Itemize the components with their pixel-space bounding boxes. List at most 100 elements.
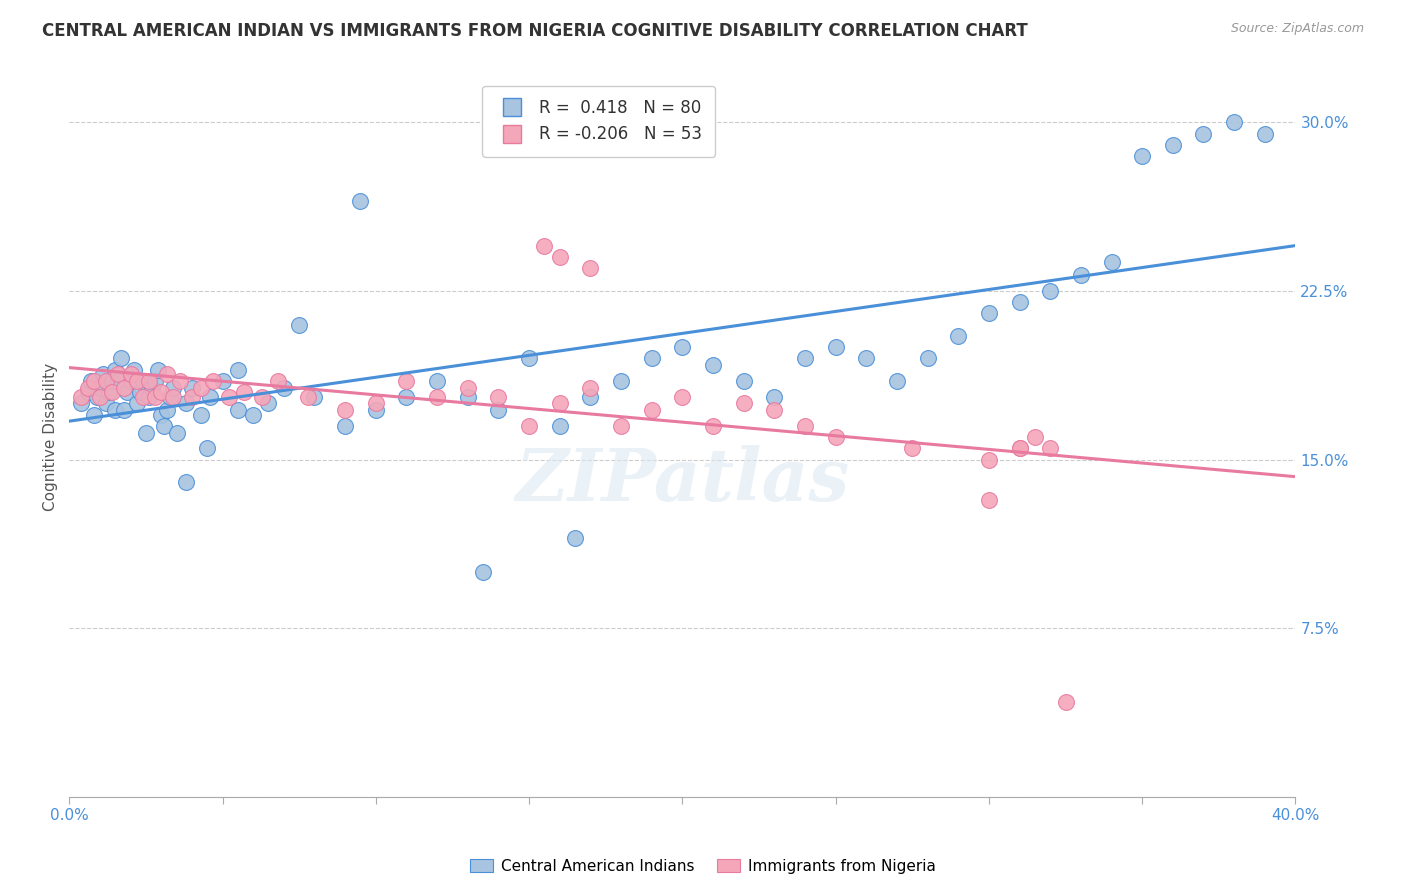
- Point: [76, 381, 98, 395]
- Point: [83, 374, 105, 388]
- Legend: Central American Indians, Immigrants from Nigeria: Central American Indians, Immigrants fro…: [464, 853, 942, 880]
- Point: [763, 403, 786, 417]
- Text: ZIPatlas: ZIPatlas: [515, 445, 849, 516]
- Point: [143, 390, 166, 404]
- Point: [138, 390, 160, 404]
- Point: [162, 390, 184, 404]
- Point: [252, 390, 274, 404]
- Point: [333, 403, 356, 417]
- Point: [610, 418, 633, 433]
- Point: [641, 403, 664, 417]
- Point: [132, 374, 155, 388]
- Point: [180, 381, 202, 395]
- Point: [122, 362, 145, 376]
- Point: [548, 396, 571, 410]
- Point: [472, 565, 495, 579]
- Point: [1101, 254, 1123, 268]
- Point: [1192, 127, 1215, 141]
- Point: [159, 390, 181, 404]
- Point: [174, 475, 197, 489]
- Point: [517, 351, 540, 366]
- Point: [364, 403, 387, 417]
- Point: [146, 362, 169, 376]
- Point: [125, 374, 148, 388]
- Point: [1008, 442, 1031, 456]
- Point: [1161, 137, 1184, 152]
- Point: [150, 385, 173, 400]
- Point: [763, 390, 786, 404]
- Point: [1254, 127, 1277, 141]
- Point: [162, 381, 184, 395]
- Point: [1130, 149, 1153, 163]
- Point: [297, 390, 319, 404]
- Point: [486, 403, 509, 417]
- Point: [948, 329, 970, 343]
- Point: [166, 425, 188, 440]
- Point: [218, 390, 240, 404]
- Point: [671, 390, 693, 404]
- Point: [150, 408, 173, 422]
- Point: [141, 381, 163, 395]
- Point: [304, 390, 326, 404]
- Point: [548, 250, 571, 264]
- Point: [579, 390, 602, 404]
- Point: [794, 418, 817, 433]
- Point: [671, 340, 693, 354]
- Point: [579, 261, 602, 276]
- Point: [486, 390, 509, 404]
- Point: [132, 390, 155, 404]
- Point: [112, 403, 135, 417]
- Point: [104, 362, 127, 376]
- Point: [125, 396, 148, 410]
- Point: [426, 374, 449, 388]
- Point: [641, 351, 664, 366]
- Point: [702, 358, 724, 372]
- Point: [824, 430, 846, 444]
- Point: [977, 493, 1000, 508]
- Point: [80, 374, 103, 388]
- Point: [901, 442, 924, 456]
- Point: [548, 418, 571, 433]
- Point: [1054, 695, 1077, 709]
- Point: [273, 381, 295, 395]
- Point: [886, 374, 908, 388]
- Point: [426, 390, 449, 404]
- Point: [211, 374, 233, 388]
- Point: [107, 367, 129, 381]
- Point: [1070, 268, 1092, 283]
- Y-axis label: Cognitive Disability: Cognitive Disability: [44, 363, 58, 511]
- Point: [226, 362, 249, 376]
- Point: [101, 374, 124, 388]
- Point: [156, 403, 179, 417]
- Point: [153, 418, 176, 433]
- Point: [733, 374, 755, 388]
- Point: [395, 374, 418, 388]
- Point: [977, 452, 1000, 467]
- Point: [94, 374, 117, 388]
- Point: [156, 367, 179, 381]
- Point: [564, 531, 586, 545]
- Point: [1008, 442, 1031, 456]
- Point: [288, 318, 311, 332]
- Point: [202, 374, 225, 388]
- Point: [1039, 284, 1062, 298]
- Point: [200, 390, 222, 404]
- Point: [98, 385, 121, 400]
- Point: [138, 374, 160, 388]
- Point: [128, 385, 150, 400]
- Point: [579, 381, 602, 395]
- Point: [83, 408, 105, 422]
- Point: [70, 390, 93, 404]
- Point: [135, 425, 157, 440]
- Point: [267, 374, 290, 388]
- Point: [733, 396, 755, 410]
- Point: [120, 367, 142, 381]
- Point: [257, 396, 280, 410]
- Point: [190, 381, 212, 395]
- Point: [89, 381, 111, 395]
- Point: [855, 351, 877, 366]
- Point: [86, 390, 108, 404]
- Point: [917, 351, 939, 366]
- Point: [91, 367, 114, 381]
- Point: [977, 306, 1000, 320]
